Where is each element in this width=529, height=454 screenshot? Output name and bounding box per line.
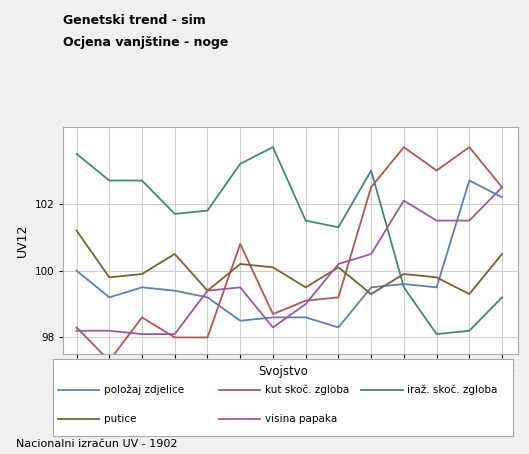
Text: Ocjena vanjštine - noge: Ocjena vanjštine - noge (63, 36, 229, 49)
Y-axis label: UV12: UV12 (16, 224, 29, 257)
Text: visina papaka: visina papaka (264, 414, 337, 424)
Text: putice: putice (104, 414, 136, 424)
Text: iraž. skoč. zgloba: iraž. skoč. zgloba (407, 384, 498, 395)
Text: Nacionalni izračun UV - 1902: Nacionalni izračun UV - 1902 (16, 439, 177, 449)
X-axis label: Godina rođenja: Godina rođenja (243, 379, 339, 392)
Text: kut skoč. zgloba: kut skoč. zgloba (264, 384, 349, 395)
Text: Svojstvo: Svojstvo (258, 365, 308, 378)
Text: Genetski trend - sim: Genetski trend - sim (63, 14, 206, 27)
Text: položaj zdjelice: položaj zdjelice (104, 384, 184, 395)
